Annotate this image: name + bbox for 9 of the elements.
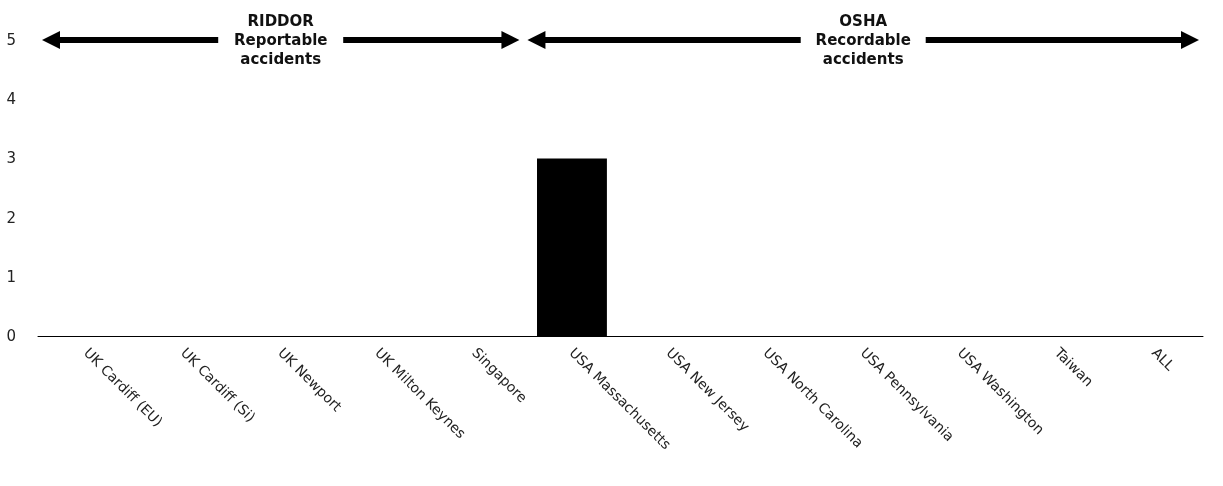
y-tick-label: 2 xyxy=(6,208,16,227)
annotation: OSHA Recordable accidents xyxy=(810,11,916,69)
y-tick-label: 3 xyxy=(6,149,16,168)
y-tick-label: 0 xyxy=(6,327,16,345)
annotation: RIDDOR Reportable accidents xyxy=(228,11,334,69)
y-tick-label: 4 xyxy=(6,90,16,109)
y-tick-label: 5 xyxy=(6,31,16,49)
x-tick-label: ALL xyxy=(1148,344,1179,374)
y-tick-label: 1 xyxy=(6,267,16,286)
